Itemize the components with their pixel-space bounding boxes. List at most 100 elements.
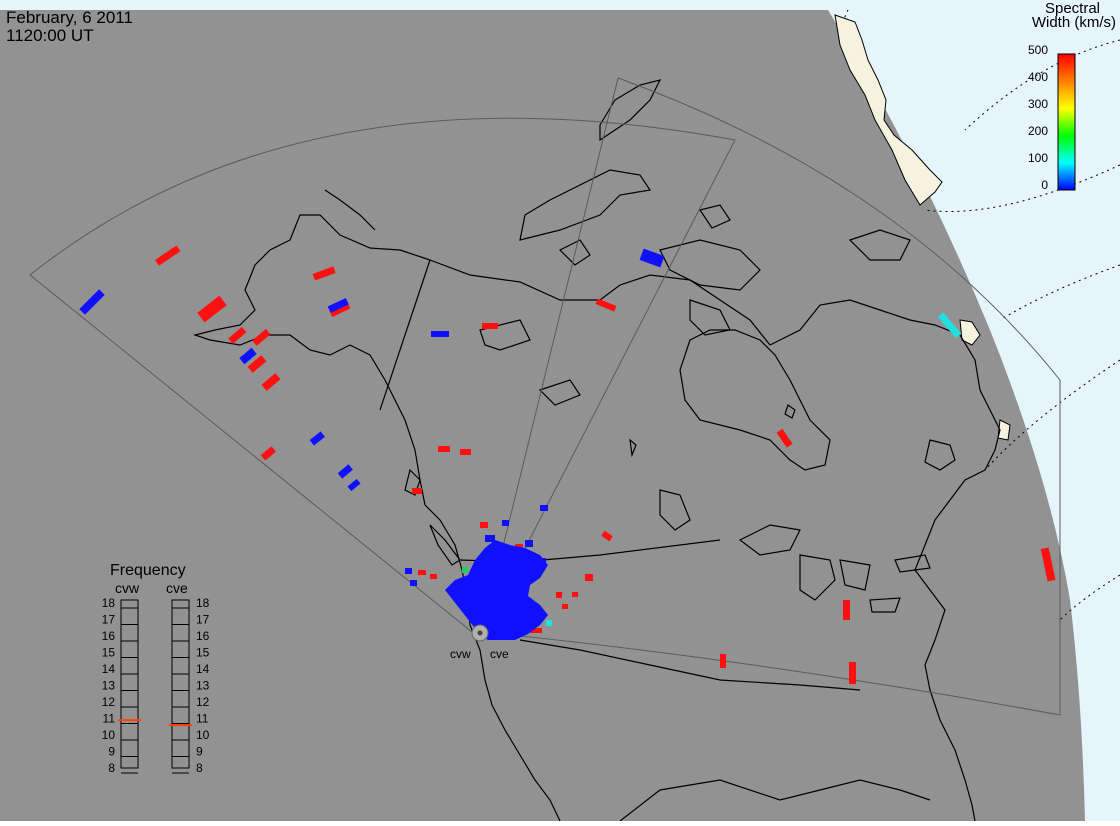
colorbar-ticks: 500 400 300 200 100 0 <box>1028 43 1048 192</box>
frequency-tick-label: 12 <box>196 695 210 709</box>
echo-cell <box>482 323 498 329</box>
frequency-tick-label: 18 <box>196 596 210 610</box>
echo-cell <box>485 535 495 542</box>
echo-cell <box>540 505 548 511</box>
radar-fields-of-view <box>29 77 1061 716</box>
frequency-tick-label: 8 <box>196 761 203 775</box>
dotted-grid <box>839 9 1120 621</box>
echo-cell <box>538 558 546 565</box>
echo-cell <box>937 312 962 339</box>
echo-cell <box>776 428 793 448</box>
time-label: 1120:00 UT <box>6 26 94 45</box>
greenland-coast <box>834 14 943 206</box>
frequency-tick-label: 17 <box>196 613 210 627</box>
frequency-tick-label: 13 <box>196 679 210 693</box>
colorbar-tick-label: 100 <box>1028 151 1048 165</box>
echo-cell <box>260 446 276 461</box>
echo-cell <box>337 464 353 479</box>
low-width-echoes <box>79 248 665 640</box>
echo-cell <box>261 373 281 391</box>
colorbar-tick-label: 300 <box>1028 97 1048 111</box>
echo-cell <box>460 449 471 455</box>
echo-cell <box>329 303 351 317</box>
echo-cell <box>327 298 349 313</box>
echo-cell <box>430 574 437 579</box>
echo-cell <box>502 520 509 526</box>
colorbar-tick-label: 400 <box>1028 70 1048 84</box>
echo-cell <box>843 600 850 620</box>
echo-cell <box>410 580 417 586</box>
frequency-tick-label: 17 <box>102 613 116 627</box>
echo-cell <box>572 592 578 597</box>
echo-cell <box>412 488 422 494</box>
frequency-tick-label: 9 <box>196 745 203 759</box>
echo-cell <box>154 245 181 266</box>
colorbar-tick-label: 500 <box>1028 43 1048 57</box>
echo-cell <box>525 540 533 547</box>
echo-cell <box>601 530 613 542</box>
frequency-radar-cvw: cvw <box>115 580 140 596</box>
echo-cell <box>849 662 856 684</box>
frequency-tick-label: 15 <box>102 646 116 660</box>
frequency-tick-label: 9 <box>108 745 115 759</box>
newfoundland-coast-daylight <box>997 419 1011 441</box>
cve-field-of-view <box>481 77 1061 716</box>
echo-cell <box>418 570 426 575</box>
echo-cell <box>347 478 361 492</box>
echo-cell <box>228 326 247 344</box>
echo-cell <box>431 331 449 337</box>
frequency-tick-label: 14 <box>196 662 210 676</box>
frequency-title: Frequency <box>110 562 186 579</box>
frequency-ticks: 18 18 17 17 16 16 15 15 14 14 13 13 12 12 11 11 10 10 9 9 8 8 <box>102 596 210 775</box>
echo-cell <box>309 431 325 446</box>
frequency-tick-label: 14 <box>102 662 116 676</box>
echo-cell <box>1040 547 1056 582</box>
frequency-tick-label: 18 <box>102 596 116 610</box>
echo-cluster <box>445 540 548 640</box>
spectral-width-colorbar: Spectral Width (km/s) 500 400 300 200 100 0 <box>1028 0 1116 192</box>
site-label-cve: cve <box>490 647 509 661</box>
radar-sites: cvw cve <box>450 624 509 661</box>
frequency-markers <box>118 719 192 727</box>
site-label-cvw: cvw <box>450 647 471 661</box>
echo-cell <box>556 592 562 598</box>
frequency-tick-label: 10 <box>102 728 116 742</box>
frequency-radar-cve: cve <box>166 580 188 596</box>
frequency-scale-cvw <box>120 599 139 769</box>
echo-cell <box>595 298 617 312</box>
echo-cell <box>252 328 271 346</box>
echo-cell <box>247 355 267 373</box>
echo-cell <box>546 620 552 626</box>
high-width-echoes <box>154 245 1056 684</box>
echo-cell <box>462 567 468 573</box>
frequency-tick-label: 12 <box>102 695 116 709</box>
colorbar-title-line2: Width (km/s) <box>1032 14 1116 31</box>
echo-cell <box>585 574 593 581</box>
colorbar-tick-label: 0 <box>1041 178 1048 192</box>
frequency-tick-label: 15 <box>196 646 210 660</box>
echo-cell <box>522 602 530 608</box>
night-side-area <box>0 10 1085 821</box>
frequency-tick-label: 8 <box>108 761 115 775</box>
echo-cell <box>720 654 726 668</box>
colorbar-tick-label: 200 <box>1028 124 1048 138</box>
frequency-tick-label: 10 <box>196 728 210 742</box>
colorbar-gradient <box>1057 53 1076 191</box>
frequency-tick-label: 11 <box>196 712 209 726</box>
echo-cell <box>438 446 450 452</box>
date-label: February, 6 2011 <box>6 8 133 27</box>
frequency-tick-label: 11 <box>103 712 116 726</box>
echo-cell <box>530 628 542 633</box>
mid-width-echoes <box>462 312 962 626</box>
echo-cell <box>79 289 105 315</box>
echo-cell <box>639 248 665 268</box>
frequency-scale-cve <box>171 599 190 769</box>
cvw-field-of-view <box>29 117 736 633</box>
frequency-tick-label: 16 <box>102 629 116 643</box>
echo-cell <box>312 266 336 281</box>
echo-cell <box>562 604 568 609</box>
frequency-panel: Frequency cvw cve 18 18 17 17 16 16 15 15 14 14 13… <box>102 562 210 775</box>
echo-cell <box>239 347 257 365</box>
echo-cell <box>405 568 412 574</box>
